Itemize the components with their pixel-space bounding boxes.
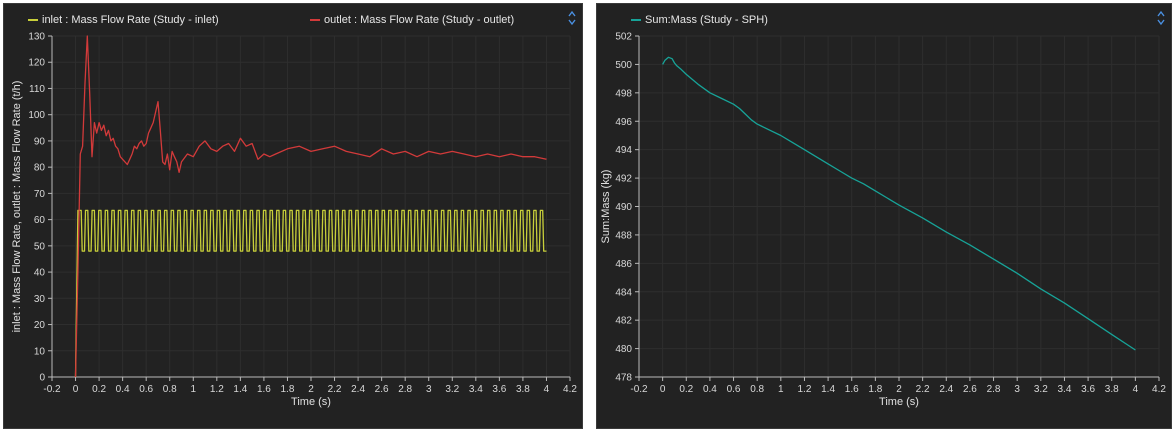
y-tick-label: 50 xyxy=(34,241,46,252)
x-tick-label: 0.4 xyxy=(116,384,130,395)
x-tick-label: 1.8 xyxy=(281,384,295,395)
legend-item-outlet[interactable]: outlet : Mass Flow Rate (Study - outlet) xyxy=(310,14,514,26)
y-tick-label: 484 xyxy=(615,287,632,298)
y-tick-label: 502 xyxy=(615,32,632,43)
x-tick-label: 3.4 xyxy=(469,384,483,395)
x-tick-label: 4.2 xyxy=(563,384,577,395)
x-tick-label: 2.6 xyxy=(375,384,389,395)
y-tick-label: 60 xyxy=(34,215,46,226)
x-tick-label: 2.8 xyxy=(398,384,412,395)
legend-label-sph: Sum:Mass (Study - SPH) xyxy=(645,14,768,26)
x-tick-label: 1.6 xyxy=(845,384,859,395)
y-tick-label: 478 xyxy=(615,373,632,384)
legend-scroll-icon[interactable] xyxy=(1157,10,1165,26)
x-tick-label: 3 xyxy=(1014,384,1020,395)
x-tick-label: 0.4 xyxy=(703,384,717,395)
x-tick-label: 3.8 xyxy=(1105,384,1119,395)
x-axis-title: Time (s) xyxy=(879,396,919,408)
x-tick-label: 0 xyxy=(660,384,666,395)
x-tick-label: 2.8 xyxy=(987,384,1001,395)
x-tick-label: 3.2 xyxy=(445,384,459,395)
legend-swatch-sph xyxy=(631,19,641,22)
x-tick-label: 0 xyxy=(73,384,79,395)
plot-area-mass-flow: -0.2 0 0.2 0.4 0.6 0.8 1 1.2 1.4 1.6 1.8 2 2.2 2.4 2.6… xyxy=(11,32,577,409)
x-tick-label: 0.2 xyxy=(679,384,693,395)
x-tick-label: 3.6 xyxy=(1081,384,1095,395)
x-tick-label: 1.4 xyxy=(821,384,835,395)
x-tick-label: 3.6 xyxy=(492,384,506,395)
chart-panel-sum-mass: Sum:Mass (Study - SPH) -0.2 0 0.2 0.4 0.6 0.8… xyxy=(596,3,1172,429)
x-tick-label: 1.2 xyxy=(798,384,812,395)
x-tick-label: 4 xyxy=(544,384,550,395)
chart-panel-mass-flow: inlet : Mass Flow Rate (Study - inlet) o… xyxy=(3,3,583,429)
y-tick-label: 30 xyxy=(34,294,46,305)
x-tick-label: 1.2 xyxy=(210,384,224,395)
x-tick-label: 0.6 xyxy=(139,384,153,395)
y-axis-title: inlet : Mass Flow Rate, outlet : Mass Fl… xyxy=(11,81,23,333)
x-tick-label: 2.2 xyxy=(916,384,930,395)
x-tick-label: 3.4 xyxy=(1058,384,1072,395)
x-tick-label: 0.6 xyxy=(727,384,741,395)
x-tick-label: 1 xyxy=(778,384,784,395)
legend-scroll-icon[interactable] xyxy=(568,10,576,26)
y-tick-label: 130 xyxy=(28,32,45,43)
series-line-1 xyxy=(74,35,547,378)
x-tick-label: 3 xyxy=(426,384,432,395)
legend-label-outlet: outlet : Mass Flow Rate (Study - outlet) xyxy=(324,14,515,26)
legend-item-sph[interactable]: Sum:Mass (Study - SPH) xyxy=(631,14,768,26)
x-tick-label: -0.2 xyxy=(630,384,648,395)
x-tick-label: 1.6 xyxy=(257,384,271,395)
y-tick-label: 40 xyxy=(34,268,46,279)
y-tick-label: 80 xyxy=(34,163,46,174)
x-tick-label: 2 xyxy=(896,384,902,395)
y-tick-label: 20 xyxy=(34,320,46,331)
y-tick-label: 488 xyxy=(615,230,632,241)
x-tick-label: 4.2 xyxy=(1152,384,1166,395)
series-line-0 xyxy=(74,209,547,378)
x-tick-label: 1 xyxy=(190,384,196,395)
x-tick-label: 0.8 xyxy=(750,384,764,395)
y-tick-label: 70 xyxy=(34,189,46,200)
x-tick-label: 2 xyxy=(308,384,314,395)
y-tick-label: 10 xyxy=(34,346,46,357)
legend: Sum:Mass (Study - SPH) xyxy=(597,10,1171,32)
y-tick-label: 498 xyxy=(615,88,632,99)
x-tick-label: 2.2 xyxy=(328,384,342,395)
legend-swatch-inlet xyxy=(28,19,38,22)
legend-item-inlet[interactable]: inlet : Mass Flow Rate (Study - inlet) xyxy=(28,14,219,26)
y-tick-label: 494 xyxy=(615,145,632,156)
y-tick-label: 490 xyxy=(615,202,632,213)
y-tick-label: 500 xyxy=(615,60,632,71)
y-tick-label: 0 xyxy=(39,373,45,384)
y-tick-label: 486 xyxy=(615,259,632,270)
y-tick-label: 90 xyxy=(34,136,46,147)
y-axis-title: Sum:Mass (kg) xyxy=(600,170,612,244)
y-tick-label: 496 xyxy=(615,117,632,128)
x-tick-label: 3.8 xyxy=(516,384,530,395)
y-tick-label: 492 xyxy=(615,174,632,185)
x-tick-label: 4 xyxy=(1133,384,1139,395)
y-tick-label: 482 xyxy=(615,316,632,327)
x-tick-label: 3.2 xyxy=(1034,384,1048,395)
y-tick-label: 100 xyxy=(28,110,45,121)
x-tick-label: 2.6 xyxy=(963,384,977,395)
y-tick-label: 120 xyxy=(28,58,45,69)
legend-label-inlet: inlet : Mass Flow Rate (Study - inlet) xyxy=(42,14,219,26)
legend: inlet : Mass Flow Rate (Study - inlet) o… xyxy=(4,10,582,32)
plot-area-sum-mass: -0.2 0 0.2 0.4 0.6 0.8 1 1.2 1.4 1.6 1.8 2 2.2 2.4 2.6… xyxy=(600,32,1166,409)
y-tick-label: 480 xyxy=(615,344,632,355)
x-tick-label: 2.4 xyxy=(939,384,953,395)
x-tick-label: 1.8 xyxy=(868,384,882,395)
x-tick-label: 2.4 xyxy=(351,384,365,395)
x-axis-title: Time (s) xyxy=(291,396,331,408)
series-line-0 xyxy=(662,56,1136,351)
legend-swatch-outlet xyxy=(310,19,320,22)
y-tick-label: 110 xyxy=(29,84,45,95)
x-tick-label: 1.4 xyxy=(233,384,247,395)
x-tick-label: -0.2 xyxy=(43,384,61,395)
x-tick-label: 0.8 xyxy=(163,384,177,395)
x-tick-label: 0.2 xyxy=(92,384,106,395)
